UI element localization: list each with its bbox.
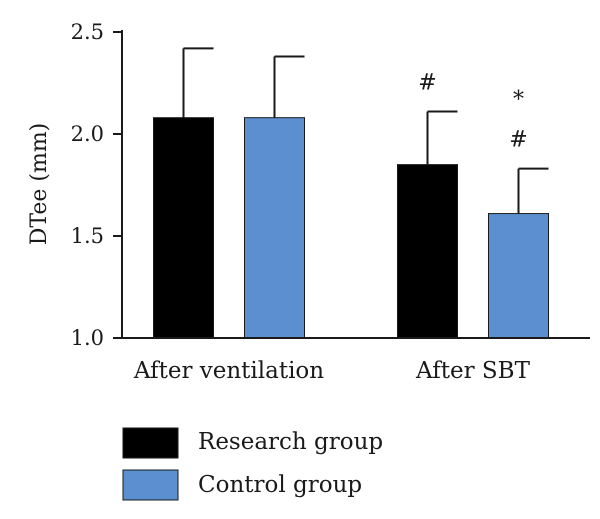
error-bars [182, 47, 549, 214]
category-label-after-ventilation: After ventilation [133, 358, 324, 384]
legend-swatch-control [122, 469, 179, 501]
y-axis-title: DTee (mm) [27, 123, 52, 246]
legend-label-research: Research group [198, 429, 383, 455]
y-tick-label: 1.5 [71, 224, 104, 248]
bar-control-1 [488, 213, 549, 339]
y-tick-label: 1.0 [71, 326, 104, 350]
legend-label-control: Control group [198, 472, 362, 498]
significance-mark: # [509, 128, 527, 153]
y-tick-label: 2.5 [71, 20, 104, 44]
bars [153, 117, 549, 339]
bar-control-0 [244, 117, 305, 339]
y-axis-ticks: 1.0 1.5 2.0 2.5 [71, 20, 122, 350]
significance-mark: # [418, 71, 436, 96]
bar-research-0 [153, 117, 214, 339]
significance-mark: * [513, 88, 524, 113]
legend-swatch-research [122, 427, 179, 459]
bar-research-1 [397, 164, 458, 339]
category-label-after-sbt: After SBT [415, 358, 531, 384]
y-tick-label: 2.0 [71, 122, 104, 146]
significance-marks: # # * [418, 71, 527, 153]
